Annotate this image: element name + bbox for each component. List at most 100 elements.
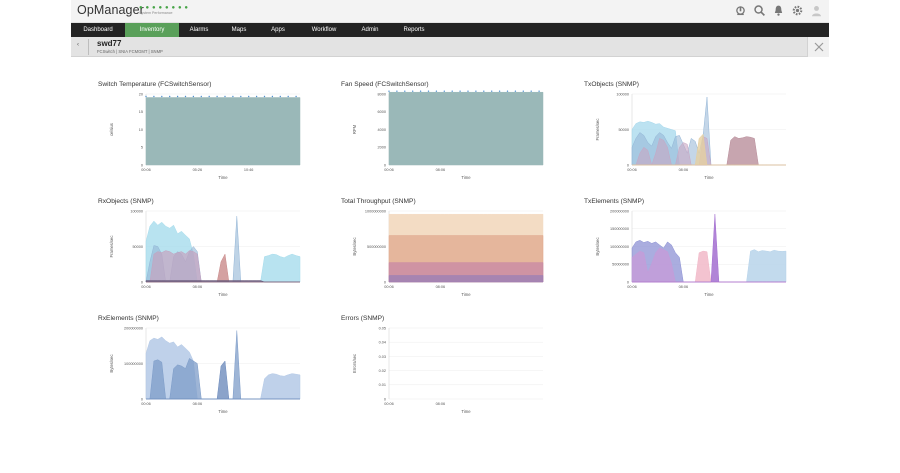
y-tick-label: 500000000 [367,245,386,249]
txelements-chart: 200000000 150000000 100000000 50000000 000:0… [595,209,787,297]
opmanager-app: OpManager ● ● ● ● ● ● ● ● System Perform… [71,0,829,473]
chart-panel-throughput: Total Throughput (SNMP) 1000000000 500000… [341,198,571,313]
y-tick-label: 0.04 [379,341,386,345]
y-tick-label: 15 [139,110,143,114]
y-tick-label: 50000000 [612,263,629,267]
x-tick-label: 00:06 [384,402,394,406]
close-button[interactable] [807,37,829,57]
data-point [427,90,430,92]
app-logo[interactable]: OpManager [77,3,144,17]
x-tick-label: 05:26 [193,168,203,172]
nav-item-alarms[interactable]: Alarms [189,27,209,33]
performance-dots: ● ● ● ● ● ● ● ● [139,5,189,11]
x-tick-label: 00:06 [627,285,637,289]
data-point [396,90,398,92]
nav-item-maps[interactable]: Maps [231,27,247,33]
data-point [443,90,445,92]
chart-panel-fan-speed: Fan Speed (FCSwitchSensor) 8000 6000 4000 2… [341,81,571,196]
data-point [483,90,485,92]
y-tick-label: 5 [141,146,143,150]
x-tick-label: 08:06 [436,285,446,289]
chart-title: RxElements (SNMP) [98,315,159,322]
nav-item-reports[interactable]: Reports [403,27,425,33]
data-point [530,90,532,92]
nav-item-dashboard[interactable]: Dashboard [83,27,113,33]
errors-chart: 0.05 0.04 0.03 0.02 0.01 000:06 08:06 Time Error… [352,326,543,414]
chart-title: Errors (SNMP) [341,315,385,322]
temperature-chart: 20 15 10 5 000:06 05:26 10:46 Time celsius [109,92,301,180]
performance-caption: System Performance [139,11,173,15]
top-header: OpManager ● ● ● ● ● ● ● ● System Perform… [71,0,829,23]
txobjects-chart: 100000 50000 000:06 08:06 Time Frames/sec [595,92,786,180]
data-point [255,95,258,98]
y-tick-label: 0 [384,397,386,401]
y-tick-label: 0 [627,280,629,284]
data-point [145,95,147,98]
x-tick-label: 08:06 [679,285,689,289]
data-point [467,90,469,92]
y-axis-label: Bytes/sec [352,237,357,255]
data-point [287,95,289,98]
data-point [271,95,274,98]
x-axis-label: Time [704,175,714,180]
y-tick-label: 10 [139,128,143,132]
y-axis-label: celsius [109,123,114,136]
system-performance-indicator[interactable]: ● ● ● ● ● ● ● ● System Performance [139,5,189,16]
data-point [184,95,187,98]
breadcrumb-divider [88,39,89,55]
chart-panel-temperature: Switch Temperature (FCSwitchSensor) 20 15… [98,81,328,196]
data-point [208,95,210,98]
data-point [240,95,242,98]
data-point [153,95,155,98]
rxelements-chart: 200000000 100000000 000:06 08:06 Time Bytes/s… [109,326,301,414]
main-nav: Dashboard Inventory Alarms Maps Apps Wor… [71,23,829,37]
header-icon-group [734,4,823,17]
chart-panel-rxobjects: RxObjects (SNMP) 100000 50000 0 00:06 08:06 T… [98,198,328,313]
search-icon[interactable] [753,4,766,17]
data-point [522,90,524,92]
y-axis-label: Errors/sec [352,354,357,373]
alert-bell-icon[interactable] [734,4,747,17]
device-breadcrumb: ‹ swd77 FCSwitch | SNIA FCMGMT | SNMP [71,37,829,57]
data-point [388,90,390,92]
y-tick-label: 0 [384,163,386,167]
back-chevron-icon[interactable]: ‹ [77,42,79,48]
notification-icon[interactable] [772,4,785,17]
throughput-chart: 1000000000 500000000 000:06 08:06 Time Bytes/… [352,209,544,297]
x-tick-label: 00:06 [627,168,637,172]
data-point [248,95,250,98]
y-tick-label: 0.05 [379,326,386,330]
y-tick-label: 200000000 [610,209,629,213]
y-tick-label: 2000 [378,146,386,150]
device-subtitle: FCSwitch | SNIA FCMGMT | SNMP [97,49,163,54]
y-tick-label: 8000 [378,92,386,96]
x-axis-label: Time [461,409,471,414]
data-point [216,95,218,98]
chart-panel-rxelements: RxElements (SNMP) 200000000 100000000 0 00:… [98,315,328,430]
user-avatar-icon[interactable] [810,4,823,17]
data-point [404,90,406,92]
y-tick-label: 150000000 [610,227,629,231]
nav-item-workflow[interactable]: Workflow [311,27,337,33]
settings-gear-icon[interactable] [791,4,804,17]
nav-item-inventory[interactable]: Inventory [125,23,179,37]
data-point [176,95,179,98]
chart-panel-errors: Errors (SNMP) 0.05 0.04 0.03 0.02 0.01 0 00:06… [341,315,571,430]
data-point [538,90,540,92]
x-tick-label: 08:06 [193,402,203,406]
data-point [451,90,453,92]
y-axis-label: Frames/sec [595,119,600,141]
nav-item-apps[interactable]: Apps [271,27,285,33]
area-series-5 [632,214,786,283]
data-point [514,90,517,92]
nav-item-admin[interactable]: Admin [361,27,379,33]
area-series-4 [388,275,544,283]
y-tick-label: 0.03 [379,355,386,359]
y-axis-label: RPM [352,124,357,134]
data-point [263,95,266,98]
x-tick-label: 00:06 [141,402,151,406]
data-point [491,90,493,92]
x-tick-label: 00:06 [384,285,394,289]
y-tick-label: 0 [141,280,143,284]
x-tick-label: 08:06 [679,168,689,172]
